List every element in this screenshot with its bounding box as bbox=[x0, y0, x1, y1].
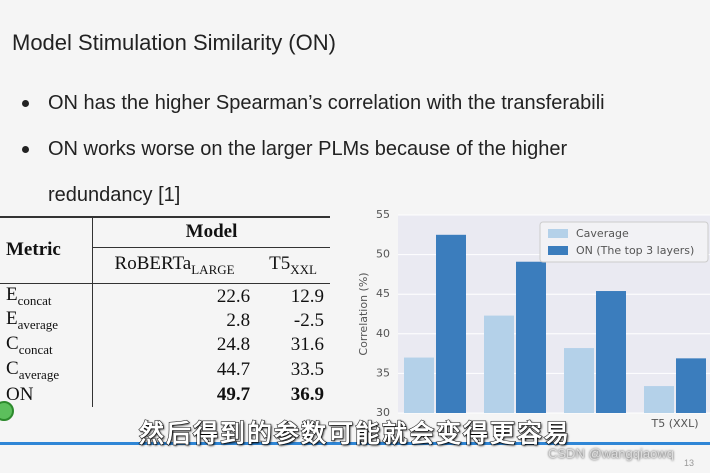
cell-sub: concat bbox=[18, 341, 53, 357]
bullet: ON works worse on the larger PLMs becaus… bbox=[22, 126, 668, 218]
chart: 30 35 40 45 50 55 Correlation (%) T5 (XXL) Caver… bbox=[357, 208, 710, 430]
header-row: RoBERTaLARGE T5XXL bbox=[0, 246, 330, 283]
column-header: T5XXL bbox=[256, 246, 330, 283]
value-cell: 49.7 bbox=[216, 383, 251, 405]
metric-cell: ON bbox=[0, 382, 93, 407]
corner-header: Metric bbox=[0, 217, 93, 284]
x-tick-label: T5 (XXL) bbox=[651, 417, 699, 430]
value-cell: 31.6 bbox=[290, 334, 324, 356]
value-cell: 33.5 bbox=[290, 359, 324, 381]
metric-cell: Cconcat bbox=[0, 333, 93, 358]
cell-main: T5 bbox=[269, 252, 291, 274]
table-row: Caverage 44.7 33.5 bbox=[0, 357, 330, 383]
bar bbox=[404, 357, 434, 413]
cell-sub: average bbox=[17, 317, 59, 333]
value-cell: 22.6 bbox=[216, 286, 251, 308]
cell-sub: average bbox=[18, 366, 60, 382]
metric-cell: Eaverage bbox=[0, 308, 93, 334]
cell-sub: XXL bbox=[290, 261, 317, 277]
table-row: Econcat 22.6 12.9 bbox=[0, 283, 330, 309]
table-row: Cconcat 24.8 31.6 bbox=[0, 333, 330, 358]
y-tick-label: 35 bbox=[376, 366, 390, 379]
value-cell: 12.9 bbox=[290, 286, 324, 308]
watermark: CSDN @wangqiaowq bbox=[548, 446, 674, 461]
cell-sub: concat bbox=[17, 292, 52, 308]
results-table: Metric Model RoBERTaLARGE T5XXL Econcat 22.6 1… bbox=[0, 216, 330, 407]
bullet: ON has the higher Spearman’s correlation… bbox=[22, 80, 710, 126]
metric-cell: Econcat bbox=[0, 283, 93, 309]
bullet-list: ON has the higher Spearman’s correlation… bbox=[22, 80, 682, 218]
value-cell: -2.5 bbox=[293, 309, 324, 331]
column-header: RoBERTaLARGE bbox=[92, 246, 257, 283]
y-tick-label: 30 bbox=[376, 406, 390, 419]
bar bbox=[564, 348, 594, 413]
group-label: Model bbox=[185, 221, 238, 243]
y-tick-label: 40 bbox=[376, 327, 390, 340]
table-row: ON 49.7 36.9 bbox=[0, 382, 330, 407]
bar bbox=[436, 234, 466, 413]
cell-main: RoBERTa bbox=[114, 252, 192, 274]
legend-label: Caverage bbox=[576, 227, 629, 240]
cell-main: C bbox=[6, 333, 19, 355]
cursor-dot bbox=[0, 401, 14, 421]
bar bbox=[596, 291, 626, 413]
cell-main: E bbox=[6, 283, 18, 305]
group-header: Model bbox=[93, 217, 331, 247]
header-row: Metric Model bbox=[0, 217, 331, 284]
page-number: 13 bbox=[684, 458, 695, 468]
value-cell: 36.9 bbox=[290, 383, 324, 405]
table-row: Eaverage 2.8 -2.5 bbox=[0, 308, 330, 334]
legend-box bbox=[539, 221, 709, 263]
y-tick-label: 50 bbox=[376, 248, 390, 261]
bar bbox=[676, 358, 706, 413]
bar bbox=[644, 386, 674, 413]
cell-sub: LARGE bbox=[191, 261, 235, 277]
cell-main: E bbox=[6, 308, 18, 330]
cell-main: C bbox=[6, 357, 19, 379]
value-cell: 2.8 bbox=[226, 309, 251, 331]
bar bbox=[516, 261, 546, 413]
cell-main: ON bbox=[6, 383, 34, 405]
y-tick-label: 55 bbox=[376, 208, 390, 221]
value-cell: 24.8 bbox=[216, 334, 251, 356]
value-cell: 44.7 bbox=[216, 359, 251, 381]
y-tick-label: 45 bbox=[376, 287, 390, 300]
slide-title: Model Stimulation Similarity (ON) bbox=[12, 30, 336, 55]
metric-cell: Caverage bbox=[0, 357, 93, 383]
bar bbox=[484, 315, 514, 413]
legend-swatch bbox=[548, 246, 568, 255]
y-axis-label: Correlation (%) bbox=[357, 272, 370, 355]
legend-label: ON (The top 3 layers) bbox=[576, 244, 694, 257]
progress-bar bbox=[0, 442, 710, 445]
legend-swatch bbox=[548, 229, 568, 238]
video-subtitle: 然后得到的参数可能就会变得更容易 bbox=[138, 420, 571, 449]
